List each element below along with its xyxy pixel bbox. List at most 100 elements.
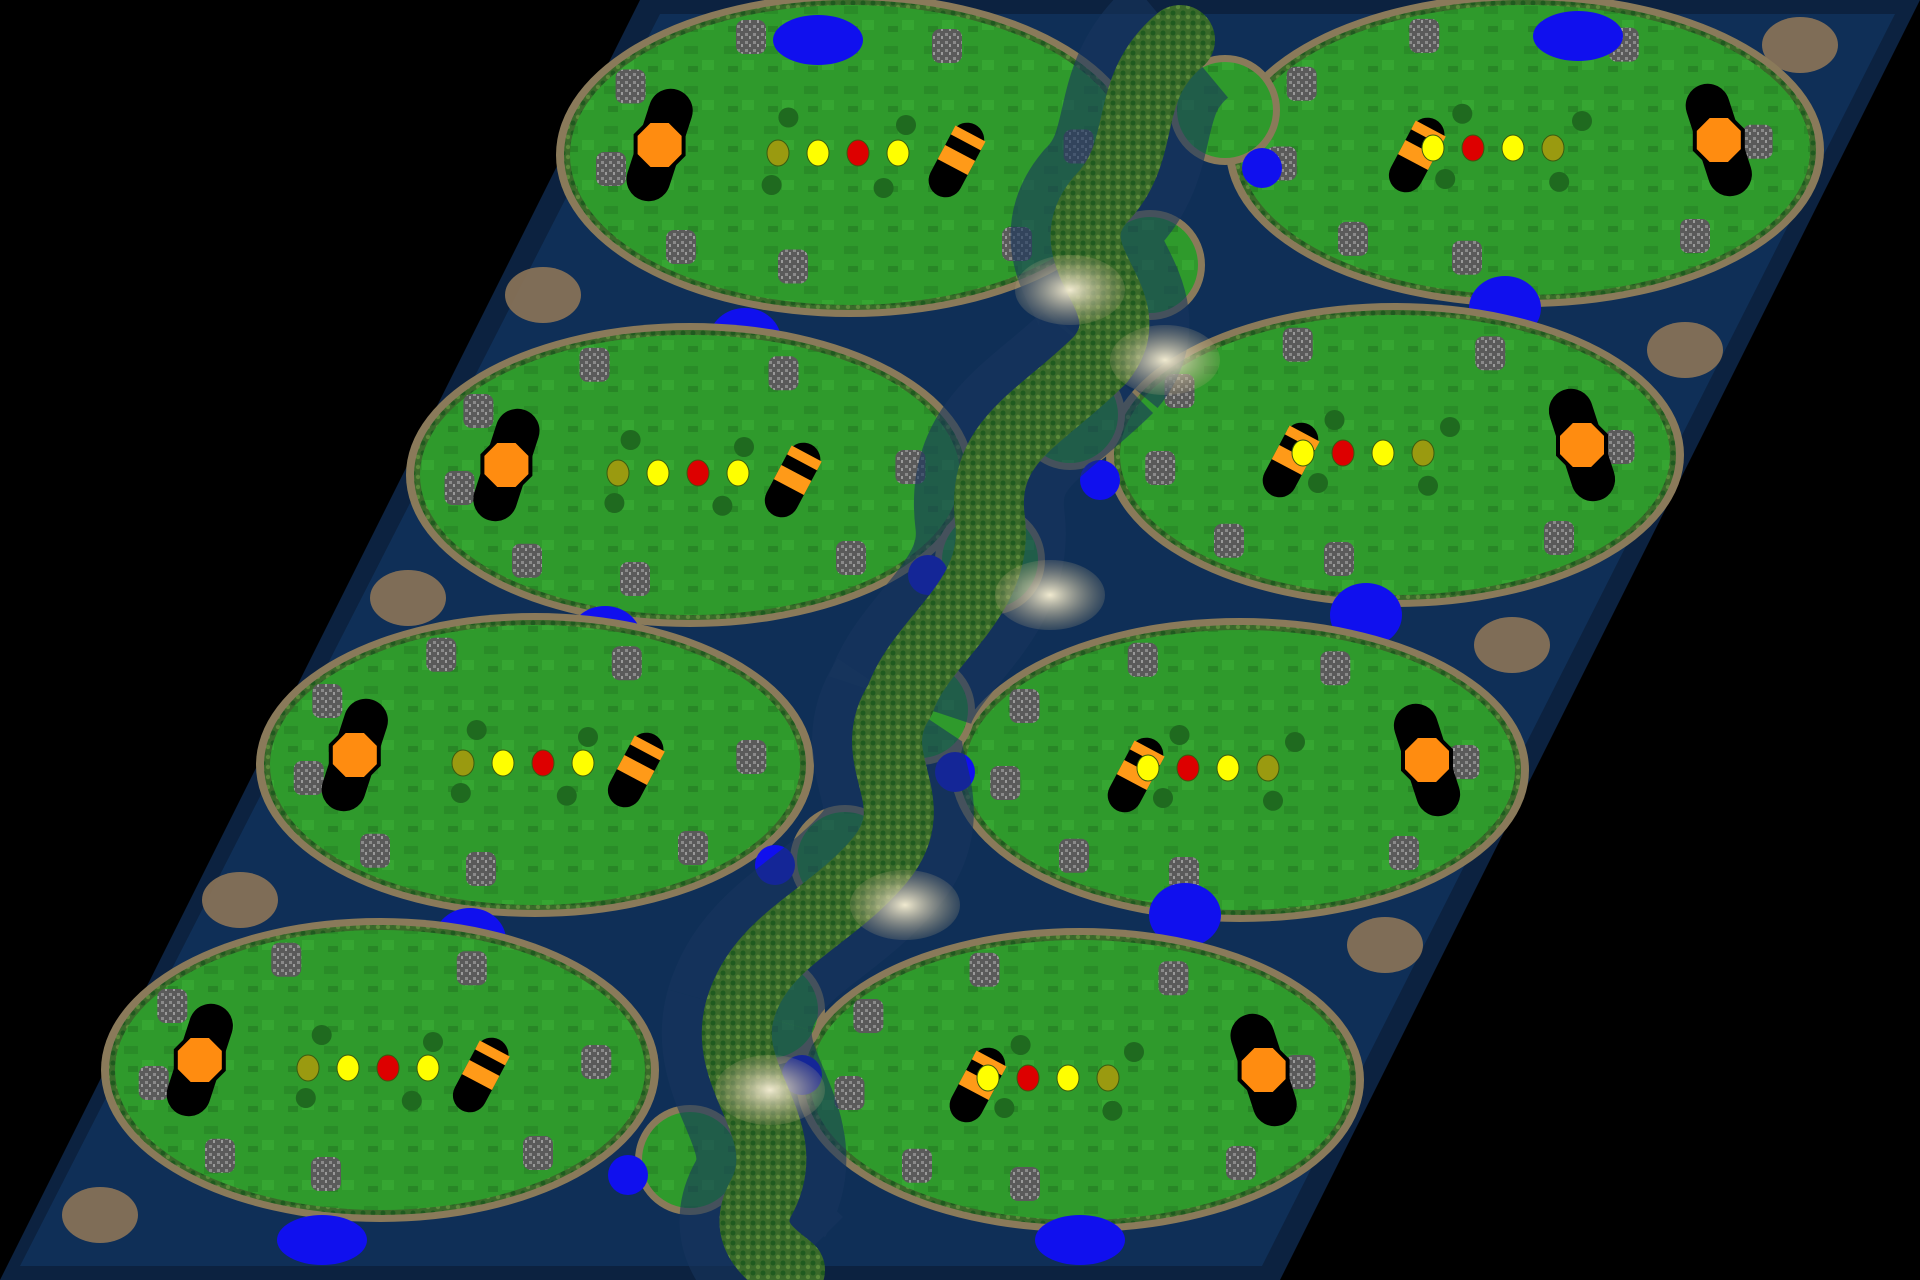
resource-dot-yellow bbox=[1501, 134, 1525, 162]
resource-dot-red bbox=[376, 1054, 400, 1082]
resource-dot-yellow bbox=[646, 459, 670, 487]
rock-cluster bbox=[512, 543, 542, 578]
rock-cluster bbox=[1389, 836, 1419, 870]
island-player-8 bbox=[715, 928, 1364, 1265]
rock-cluster bbox=[1127, 642, 1158, 677]
resource-dot-olive bbox=[606, 459, 630, 487]
start-location-player-1 bbox=[626, 88, 986, 202]
resource-dot-yellow bbox=[1056, 1064, 1080, 1092]
tree-clump bbox=[1010, 1035, 1031, 1055]
rock-cluster bbox=[157, 989, 188, 1023]
mud-patch bbox=[1762, 17, 1838, 73]
tree-clump bbox=[604, 493, 625, 513]
base-marker bbox=[173, 1034, 226, 1086]
base-marker bbox=[1692, 114, 1745, 166]
gold-mine-stripe bbox=[1116, 759, 1155, 791]
rock-cluster bbox=[990, 766, 1021, 800]
gold-mine-marker bbox=[607, 732, 665, 808]
tree-clump bbox=[556, 785, 577, 806]
start-location-player-2 bbox=[1388, 83, 1752, 197]
rock-cluster bbox=[426, 637, 457, 672]
base-marker bbox=[328, 729, 381, 781]
resource-dot-red bbox=[531, 749, 555, 777]
mud-patch bbox=[202, 872, 278, 928]
rock-cluster bbox=[1475, 336, 1506, 371]
gold-mine-stripe bbox=[475, 1040, 510, 1066]
tree-clump bbox=[778, 107, 799, 128]
water-pool bbox=[1533, 11, 1623, 61]
tree-clump bbox=[1169, 725, 1190, 745]
tree-clump bbox=[734, 437, 754, 457]
sand-clearing bbox=[850, 870, 960, 940]
rock-cluster bbox=[271, 942, 302, 977]
rock-cluster bbox=[1226, 1146, 1256, 1180]
resource-dot-olive bbox=[766, 139, 790, 167]
mud-patch bbox=[1474, 617, 1550, 673]
rock-cluster bbox=[581, 1045, 612, 1079]
tree-clump bbox=[620, 430, 641, 450]
start-location-player-7 bbox=[166, 1003, 510, 1117]
rock-cluster bbox=[138, 1066, 169, 1100]
resource-dot-yellow bbox=[571, 749, 595, 777]
resource-dot-olive bbox=[1256, 754, 1280, 782]
island-grass bbox=[1240, 5, 1810, 295]
tree-clump bbox=[311, 1025, 332, 1045]
gold-mine-marker bbox=[452, 1037, 510, 1113]
bases-layer bbox=[166, 83, 1752, 1127]
water-pool bbox=[773, 15, 863, 65]
sand-clearing bbox=[1015, 255, 1125, 325]
tree-clump bbox=[450, 783, 471, 803]
sand-clearing bbox=[995, 560, 1105, 630]
tree-clump bbox=[1440, 417, 1460, 437]
rock-cluster bbox=[736, 740, 767, 774]
sand-clearing bbox=[715, 1055, 825, 1125]
rock-cluster bbox=[902, 1148, 932, 1183]
resource-dot-yellow bbox=[1371, 439, 1395, 467]
rock-cluster bbox=[611, 646, 642, 681]
rock-cluster bbox=[778, 249, 808, 284]
tree-clump bbox=[1452, 103, 1473, 124]
mud-patch bbox=[62, 1187, 138, 1243]
gold-mine-stripe bbox=[773, 464, 812, 496]
rock-cluster bbox=[932, 29, 962, 63]
rock-cluster bbox=[523, 1136, 553, 1170]
start-location-player-4 bbox=[1262, 388, 1616, 502]
tree-clump bbox=[1153, 788, 1173, 808]
rock-cluster bbox=[1009, 689, 1040, 723]
gold-mine-marker bbox=[764, 442, 822, 518]
island-grass bbox=[1120, 315, 1670, 595]
water-pond bbox=[1242, 148, 1282, 188]
tree-clump bbox=[761, 175, 782, 195]
gold-mine-stripe bbox=[950, 125, 986, 151]
gold-mine-stripe bbox=[937, 144, 976, 176]
resource-dot-yellow bbox=[1291, 439, 1315, 467]
resource-dot-yellow bbox=[1136, 754, 1160, 782]
rock-cluster bbox=[1145, 451, 1176, 485]
rock-cluster bbox=[205, 1138, 235, 1173]
rock-cluster bbox=[596, 152, 626, 186]
rock-cluster bbox=[853, 999, 884, 1033]
tree-clump bbox=[578, 727, 598, 747]
tree-clump bbox=[466, 720, 487, 740]
base-marker bbox=[1237, 1044, 1290, 1096]
rock-cluster bbox=[1544, 521, 1574, 555]
rock-cluster bbox=[768, 356, 799, 391]
forest-path bbox=[865, 325, 1135, 735]
island-grass bbox=[965, 630, 1515, 910]
rock-cluster bbox=[1680, 219, 1710, 253]
gold-mine-stripe bbox=[630, 735, 665, 761]
mud-patch bbox=[370, 570, 446, 626]
rock-cluster bbox=[579, 347, 610, 382]
water-pond bbox=[1080, 460, 1120, 500]
rock-cluster bbox=[1010, 1167, 1040, 1201]
tree-clump bbox=[295, 1088, 316, 1108]
resource-dot-yellow bbox=[886, 139, 910, 167]
rock-cluster bbox=[312, 684, 343, 718]
gold-mine-stripe bbox=[958, 1069, 997, 1101]
tree-clump bbox=[1572, 111, 1592, 131]
mud-patch bbox=[1647, 322, 1723, 378]
rock-cluster bbox=[1214, 523, 1244, 558]
start-location-player-6 bbox=[1107, 703, 1461, 817]
